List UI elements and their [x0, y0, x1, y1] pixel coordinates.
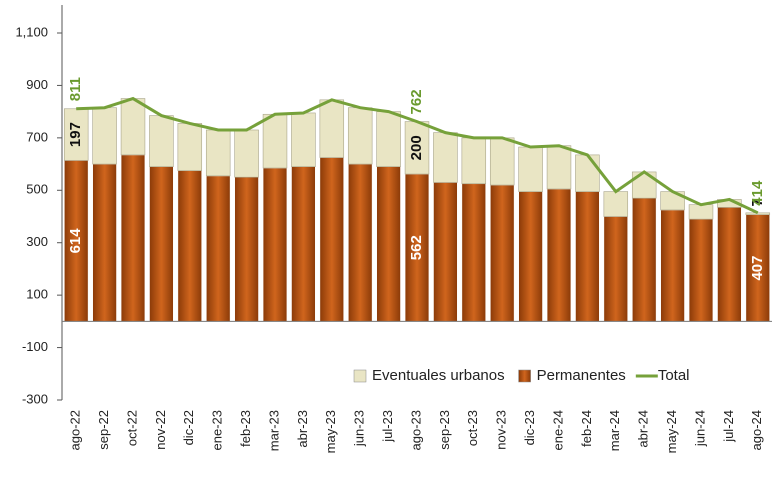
bar-eventuales — [319, 99, 345, 158]
x-tick-label: ene-23 — [210, 410, 225, 450]
bar-permanentes — [575, 191, 600, 322]
legend-label: Total — [658, 367, 690, 384]
bar-eventuales — [149, 115, 174, 167]
y-tick-label: 1,100 — [15, 24, 48, 39]
bar-eventuales — [461, 137, 487, 185]
x-tick-label: sep-22 — [96, 410, 111, 450]
bar-eventuales — [120, 98, 146, 156]
bar-permanentes — [717, 207, 742, 322]
bar-eventuales — [205, 129, 231, 177]
bar-eventuales — [433, 132, 458, 183]
data-label: 762 — [408, 89, 425, 114]
x-tick-label: oct-22 — [124, 410, 139, 446]
bar-permanentes — [546, 188, 572, 322]
bar-eventuales — [518, 146, 543, 192]
bar-eventuales — [575, 154, 600, 192]
data-label: 200 — [408, 135, 425, 160]
bar-eventuales — [234, 129, 259, 178]
x-tick-label: nov-23 — [494, 410, 509, 450]
y-tick-label: 500 — [26, 182, 48, 197]
bar-permanentes — [262, 167, 288, 322]
data-label: 197 — [67, 122, 84, 147]
legend-marker — [518, 369, 531, 383]
x-tick-label: jul-24 — [721, 410, 736, 443]
bar-eventuales — [347, 107, 373, 165]
bar-permanentes — [631, 197, 657, 322]
data-label: 811 — [67, 77, 84, 101]
x-tick-label: jun-24 — [692, 410, 707, 447]
bar-eventuales — [546, 145, 572, 190]
x-tick-label: abr-24 — [636, 410, 651, 448]
data-label: 407 — [749, 255, 766, 280]
bar-permanentes — [688, 218, 714, 322]
x-tick-label: abr-23 — [295, 410, 310, 448]
data-label: 414 — [749, 180, 766, 206]
bar-permanentes — [376, 166, 401, 322]
x-tick-label: may-24 — [664, 410, 679, 453]
y-tick-label: -100 — [22, 339, 48, 354]
bar-eventuales — [631, 171, 657, 199]
bar-permanentes — [461, 183, 487, 322]
bar-permanentes — [347, 163, 373, 322]
x-tick-label: nov-22 — [153, 410, 168, 450]
bar-eventuales — [92, 107, 117, 165]
x-tick-label: mar-24 — [607, 410, 622, 451]
bar-permanentes — [234, 176, 259, 322]
bar-permanentes — [205, 175, 231, 322]
bar-permanentes — [489, 184, 515, 322]
bar-permanentes — [603, 216, 629, 322]
bar-permanentes — [177, 170, 203, 322]
y-tick-label: 300 — [26, 234, 48, 249]
bar-permanentes — [660, 209, 685, 322]
bar-permanentes — [149, 166, 174, 322]
data-label: 562 — [408, 235, 425, 260]
legend-marker — [353, 369, 367, 383]
bar-permanentes — [92, 163, 117, 322]
bar-eventuales — [688, 204, 714, 220]
bar-eventuales — [291, 112, 316, 167]
bar-eventuales — [177, 123, 203, 171]
bar-permanentes — [319, 157, 345, 322]
bar-eventuales — [603, 191, 629, 217]
y-tick-label: -300 — [22, 391, 48, 406]
bar-permanentes — [291, 166, 316, 322]
x-tick-label: ago-23 — [408, 410, 423, 450]
x-tick-label: ago-24 — [749, 410, 764, 450]
x-tick-label: may-23 — [323, 410, 338, 453]
x-tick-label: ago-22 — [68, 410, 83, 450]
data-label: 7 — [749, 198, 766, 206]
bar-permanentes — [120, 154, 146, 322]
legend-label: Eventuales urbanos — [372, 367, 505, 384]
bar-permanentes — [518, 191, 543, 322]
x-tick-label: dic-23 — [522, 410, 537, 445]
line-total — [76, 96, 759, 215]
x-tick-label: feb-23 — [238, 410, 253, 447]
data-label: 614 — [67, 228, 84, 254]
bar-eventuales — [376, 111, 401, 167]
x-tick-label: mar-23 — [266, 410, 281, 451]
y-tick-label: 100 — [26, 287, 48, 302]
x-tick-label: jul-23 — [380, 410, 395, 443]
y-tick-label: 700 — [26, 129, 48, 144]
bar-eventuales — [745, 212, 771, 215]
x-tick-label: feb-24 — [579, 410, 594, 447]
x-tick-label: dic-22 — [181, 410, 196, 445]
y-tick-label: 900 — [26, 77, 48, 92]
x-tick-label: jun-23 — [352, 410, 367, 447]
legend-label: Permanentes — [537, 367, 626, 384]
bar-eventuales — [489, 137, 515, 186]
x-tick-label: ene-24 — [550, 410, 565, 450]
bar-eventuales — [262, 113, 288, 169]
x-tick-label: oct-23 — [465, 410, 480, 446]
bar-permanentes — [433, 182, 458, 322]
x-tick-label: sep-23 — [437, 410, 452, 450]
